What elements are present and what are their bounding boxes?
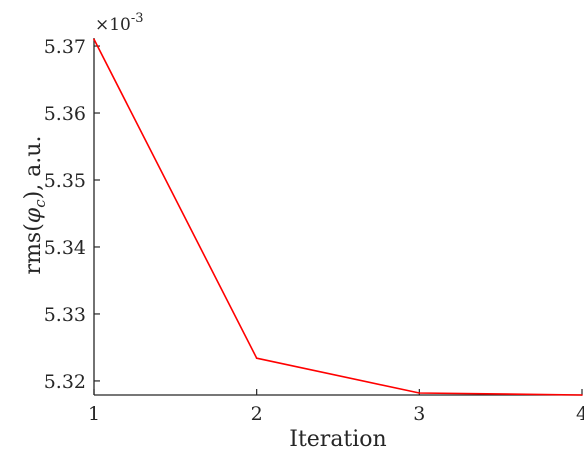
data-point (255, 357, 258, 359)
y-exponent-power: -3 (131, 11, 144, 26)
x-tick-label: 2 (251, 403, 263, 425)
data-point (418, 392, 421, 394)
x-tick-label: 3 (413, 403, 425, 425)
y-tick-label: 5.36 (44, 103, 86, 125)
data-point (93, 38, 95, 41)
y-axis-title-prefix: rms( (21, 223, 46, 274)
series-line (93, 38, 583, 396)
x-tick-label: 4 (576, 403, 584, 425)
ticks: 1 2 3 4 5.32 5.33 5.34 5.35 5.36 5.37 (44, 36, 584, 425)
y-axis-title-suffix: ), a.u. (21, 136, 46, 200)
y-tick-label: 5.35 (44, 170, 86, 192)
y-tick-label: 5.32 (44, 371, 86, 393)
data-point (581, 394, 583, 396)
series-layer (93, 38, 583, 396)
y-tick-label: 5.33 (44, 304, 86, 326)
axes (93, 38, 582, 396)
y-axis-title-symbol: φ (21, 207, 46, 223)
y-axis-title-subscript: c (31, 199, 49, 208)
y-axis-title: rms(φc), a.u. (21, 136, 49, 275)
y-tick-label: 5.34 (44, 237, 86, 259)
x-tick-label: 1 (88, 403, 100, 425)
y-exponent-label: ×10-3 (95, 11, 144, 35)
y-tick-label: 5.37 (44, 36, 86, 58)
x-axis-title: Iteration (289, 427, 386, 452)
